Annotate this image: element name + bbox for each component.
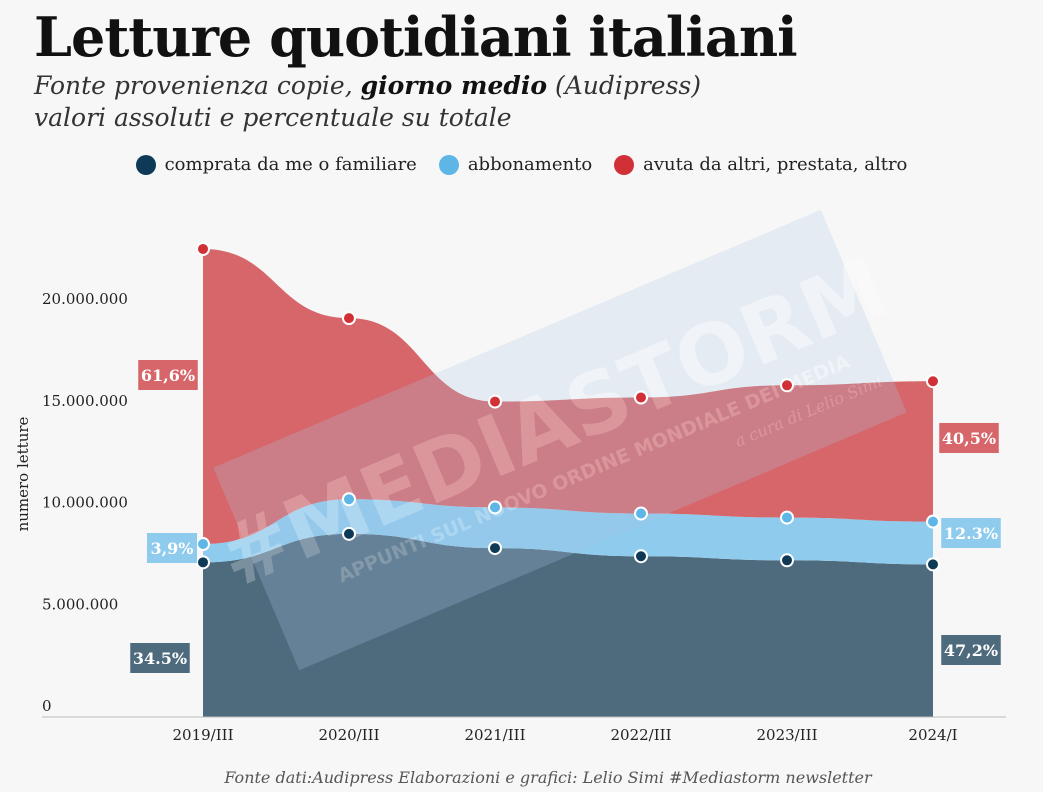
subtitle-pre: Fonte provenienza copie, (34, 71, 361, 100)
point-comprata-da-me-o-familiare-1 (342, 526, 356, 541)
legend-swatch (438, 154, 459, 175)
end-label-comprata-da-me-o-familiare: 47,2% (941, 635, 1001, 665)
labels-layer: 34.5% 47,2% 3,9% 12.3% 61,6% 40,5% (130, 360, 1001, 673)
legend-item-avuta-da-altri-prestata-altro: avuta da altri, prestata, altro (614, 154, 907, 175)
start-label-comprata-da-me-o-familiare: 34.5% (130, 643, 190, 673)
y-tick-label: 10.000.000 (42, 494, 128, 512)
y-tick-label: 0 (42, 697, 52, 715)
y-axis-label: numero letture (14, 416, 32, 531)
point-avuta-da-altri-prestata-altro-2 (488, 394, 502, 409)
end-label-abbonamento: 12.3% (941, 518, 1001, 548)
start-label-avuta-da-altri-prestata-altro-text: 61,6% (141, 366, 195, 385)
end-label-avuta-da-altri-prestata-altro: 40,5% (939, 423, 999, 453)
legend-label: avuta da altri, prestata, altro (643, 154, 908, 175)
start-label-comprata-da-me-o-familiare-text: 34.5% (133, 649, 187, 668)
legend-swatch (135, 154, 156, 175)
point-comprata-da-me-o-familiare-3 (634, 549, 648, 564)
legend-label: comprata da me o familiare (164, 154, 417, 175)
x-tick-label: 2021/III (464, 726, 525, 744)
point-abbonamento-2 (488, 500, 502, 515)
point-avuta-da-altri-prestata-altro-5 (926, 374, 940, 389)
end-label-avuta-da-altri-prestata-altro-text: 40,5% (942, 429, 996, 448)
y-tick-label: 15.000.000 (42, 392, 128, 410)
chart-subtitle-line2: valori assoluti e percentuale su totale (34, 103, 512, 132)
point-abbonamento-1 (342, 492, 356, 507)
area-comprata-da-me-o-familiare (203, 533, 933, 717)
end-label-comprata-da-me-o-familiare-text: 47,2% (944, 641, 998, 660)
x-tick-label: 2020/III (318, 726, 379, 744)
x-tick-label: 2022/III (610, 726, 671, 744)
point-comprata-da-me-o-familiare-5 (926, 557, 940, 572)
x-tick-label: 2023/III (756, 726, 817, 744)
x-tick-label: 2024/I (908, 726, 957, 744)
start-label-comprata-da-me-o-familiare-bg (130, 643, 190, 673)
end-label-comprata-da-me-o-familiare-bg (941, 635, 1001, 665)
x-tick-label: 2019/III (172, 726, 233, 744)
area-avuta-da-altri-prestata-altro (203, 248, 933, 545)
legend-item-abbonamento: abbonamento (438, 154, 593, 175)
subtitle-bold: giorno medio (360, 71, 547, 100)
point-abbonamento-5 (926, 514, 940, 529)
legend-item-comprata-da-me-o-familiare: comprata da me o familiare (135, 154, 417, 175)
point-comprata-da-me-o-familiare-2 (488, 541, 502, 556)
point-comprata-da-me-o-familiare-4 (780, 553, 794, 568)
subtitle-post: (Audipress) (547, 71, 702, 100)
legend-label: abbonamento (467, 154, 593, 175)
chart-title: Letture quotidiani italiani (34, 5, 798, 69)
areas-layer (203, 248, 933, 717)
start-label-abbonamento-bg (147, 533, 197, 563)
point-avuta-da-altri-prestata-altro-0 (196, 241, 210, 256)
y-tick-label: 20.000.000 (42, 290, 128, 308)
point-avuta-da-altri-prestata-altro-1 (342, 311, 356, 326)
point-abbonamento-4 (780, 510, 794, 525)
start-label-abbonamento-text: 3,9% (150, 539, 193, 558)
watermark-band (213, 209, 907, 671)
point-abbonamento-3 (634, 506, 648, 521)
end-label-abbonamento-bg (941, 518, 1001, 548)
point-abbonamento-0 (196, 537, 210, 552)
end-label-avuta-da-altri-prestata-altro-bg (939, 423, 999, 453)
legend-swatch (614, 154, 635, 175)
area-abbonamento (203, 499, 933, 565)
start-label-avuta-da-altri-prestata-altro-bg (138, 360, 198, 390)
chart-subtitle: Fonte provenienza copie, giorno medio (A… (34, 70, 701, 102)
points-layer (196, 241, 940, 572)
point-avuta-da-altri-prestata-altro-4 (780, 378, 794, 393)
start-label-avuta-da-altri-prestata-altro: 61,6% (138, 360, 198, 390)
end-label-abbonamento-text: 12.3% (944, 524, 998, 543)
legend: comprata da me o familiare abbonamento avu… (0, 154, 1043, 175)
axes-layer: 0 5.000.000 10.000.000 15.000.000 20.000.000… (14, 290, 1006, 744)
start-label-abbonamento: 3,9% (147, 533, 197, 563)
source-note: Fonte dati:Audipress Elaborazioni e graf… (224, 768, 872, 787)
y-tick-label: 5.000.000 (42, 595, 118, 613)
point-avuta-da-altri-prestata-altro-3 (634, 390, 648, 405)
point-comprata-da-me-o-familiare-0 (196, 555, 210, 570)
